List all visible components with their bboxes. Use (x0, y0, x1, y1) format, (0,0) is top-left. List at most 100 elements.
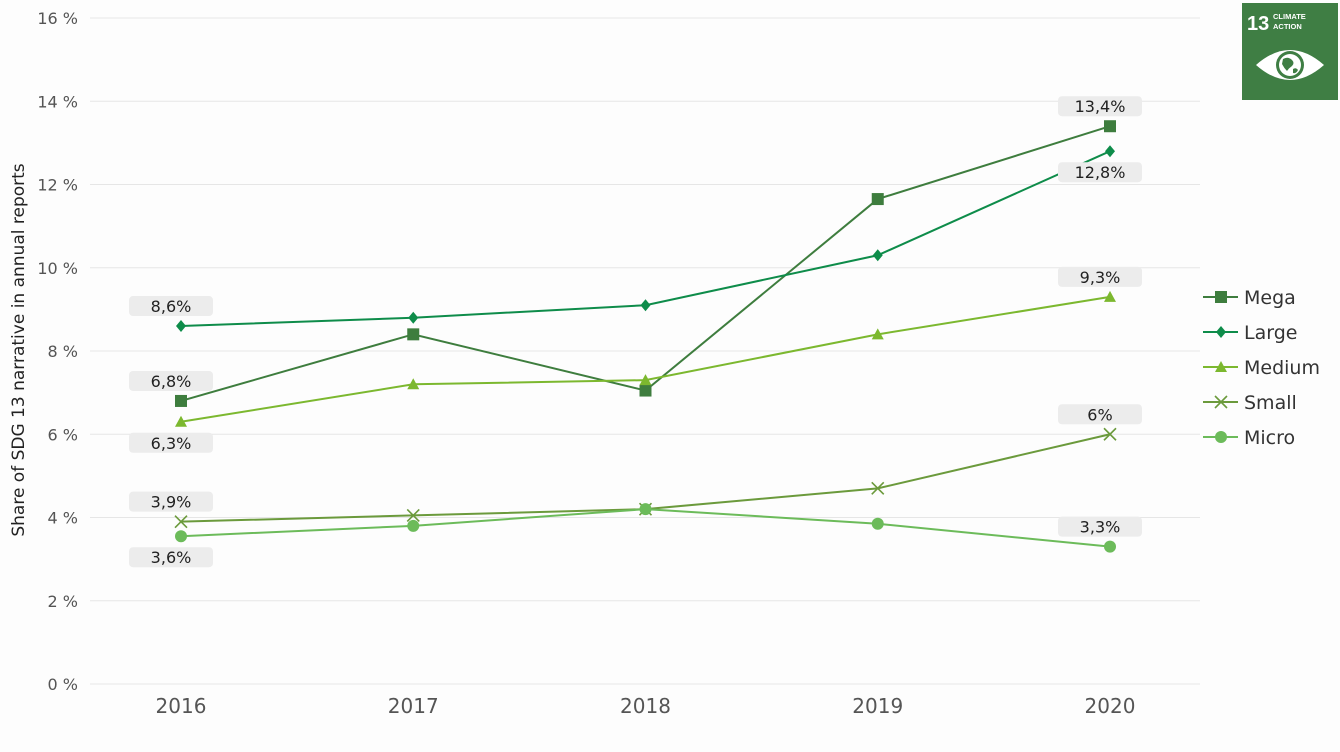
legend-item-medium: Medium (1203, 357, 1320, 379)
eye-globe-icon (1256, 50, 1324, 80)
legend: Mega Large Medium Small Micro (1203, 287, 1320, 449)
data-label: 9,3% (1058, 266, 1142, 287)
data-label-text: 3,3% (1080, 518, 1121, 537)
marker-mega (175, 394, 187, 407)
marker-mega (407, 328, 420, 341)
marker-medium (1104, 290, 1116, 302)
series-micro (175, 503, 1116, 553)
x-tick-label: 2020 (1085, 694, 1136, 718)
marker-mega (871, 193, 884, 206)
data-labels: 8,6% 6,8% 6,3% 3,9% 3,6% 13,4% 12,8% 9,3% 6% 3,3% (129, 96, 1142, 568)
marker-medium (175, 415, 187, 427)
data-label: 12,8% (1058, 162, 1142, 183)
data-label-text: 8,6% (151, 297, 192, 316)
marker-legend-large (1216, 326, 1226, 338)
sdg-13-badge: 13 CLIMATE ACTION (1242, 3, 1338, 100)
data-label-text: 6% (1087, 405, 1112, 424)
data-label: 3,9% (129, 491, 213, 512)
data-label-text: 3,6% (151, 548, 192, 567)
legend-item-small: Small (1203, 392, 1297, 414)
data-label: 8,6% (129, 296, 213, 317)
y-tick-label: 10 % (37, 259, 78, 278)
series-line-mega (180, 125, 1111, 402)
marker-large (640, 299, 651, 312)
data-label-text: 3,9% (151, 493, 192, 512)
data-label-box (129, 547, 213, 568)
marker-legend-medium (1215, 361, 1227, 372)
data-label-text: 9,3% (1080, 268, 1121, 287)
marker-large (1105, 145, 1115, 158)
y-tick-label: 8 % (48, 342, 78, 361)
series-line-medium (180, 295, 1111, 423)
data-label-box (1058, 516, 1142, 537)
marker-large (408, 311, 419, 324)
series-medium (175, 290, 1116, 427)
y-tick-label: 4 % (48, 509, 78, 528)
marker-micro (1104, 540, 1116, 553)
y-tick-label: 2 % (48, 592, 78, 611)
marker-medium (871, 328, 884, 340)
x-tick-label: 2018 (620, 694, 671, 718)
badge-title-line1: CLIMATE (1273, 12, 1306, 21)
legend-label: Large (1244, 322, 1297, 344)
marker-legend-micro (1215, 431, 1227, 443)
data-label-box (1058, 96, 1142, 117)
marker-micro (175, 530, 187, 543)
badge-number: 13 (1247, 13, 1269, 35)
y-axis-label: Share of SDG 13 narrative in annual repo… (9, 163, 29, 536)
series-large (176, 145, 1115, 333)
marker-small (406, 508, 420, 522)
legend-label: Micro (1244, 427, 1295, 449)
series-mega (175, 120, 1116, 407)
data-label-box (1058, 162, 1142, 183)
data-label: 6% (1058, 404, 1142, 425)
marker-medium (639, 374, 652, 386)
data-label-text: 13,4% (1075, 97, 1126, 116)
x-tick-label: 2017 (388, 694, 439, 718)
y-tick-label: 12 % (37, 176, 78, 195)
data-label-text: 6,8% (151, 372, 192, 391)
marker-large (872, 249, 883, 262)
data-label-text: 12,8% (1075, 163, 1126, 182)
data-label-box (129, 432, 213, 453)
y-axis-ticks: 0 % 2 % 4 % 6 % 8 % 10 % 12 % 14 % 16 % (37, 9, 78, 694)
data-label-box (1058, 266, 1142, 287)
marker-medium (407, 378, 420, 390)
legend-item-micro: Micro (1203, 427, 1295, 449)
badge-title-line2: ACTION (1273, 22, 1302, 31)
marker-legend-small (1214, 395, 1228, 409)
legend-item-mega: Mega (1203, 287, 1296, 309)
marker-micro (871, 517, 884, 530)
data-label-box (129, 296, 213, 317)
y-tick-label: 14 % (37, 92, 78, 111)
y-tick-label: 0 % (48, 675, 78, 694)
gridlines (90, 17, 1200, 685)
marker-large (176, 320, 186, 333)
data-label-box (129, 491, 213, 512)
legend-label: Small (1244, 392, 1297, 414)
data-label-box (1058, 404, 1142, 425)
y-tick-label: 6 % (48, 425, 78, 444)
data-label: 3,3% (1058, 516, 1142, 537)
legend-item-large: Large (1203, 322, 1297, 344)
marker-small (871, 481, 885, 495)
x-axis-ticks: 2016 2017 2018 2019 2020 (156, 694, 1136, 718)
marker-legend-mega (1215, 291, 1227, 303)
y-tick-label: 16 % (37, 9, 78, 28)
x-tick-label: 2019 (852, 694, 903, 718)
data-label: 6,3% (129, 432, 213, 453)
series-lines (174, 120, 1117, 553)
data-label: 6,8% (129, 370, 213, 391)
x-tick-label: 2016 (156, 694, 207, 718)
marker-mega (639, 384, 652, 397)
marker-micro (407, 519, 420, 532)
marker-small (174, 515, 188, 529)
legend-label: Mega (1244, 287, 1296, 309)
marker-micro (639, 503, 652, 516)
data-label: 13,4% (1058, 96, 1142, 117)
marker-small (1103, 427, 1117, 441)
marker-mega (1104, 120, 1116, 133)
legend-label: Medium (1244, 357, 1320, 379)
data-label-text: 6,3% (151, 434, 192, 453)
